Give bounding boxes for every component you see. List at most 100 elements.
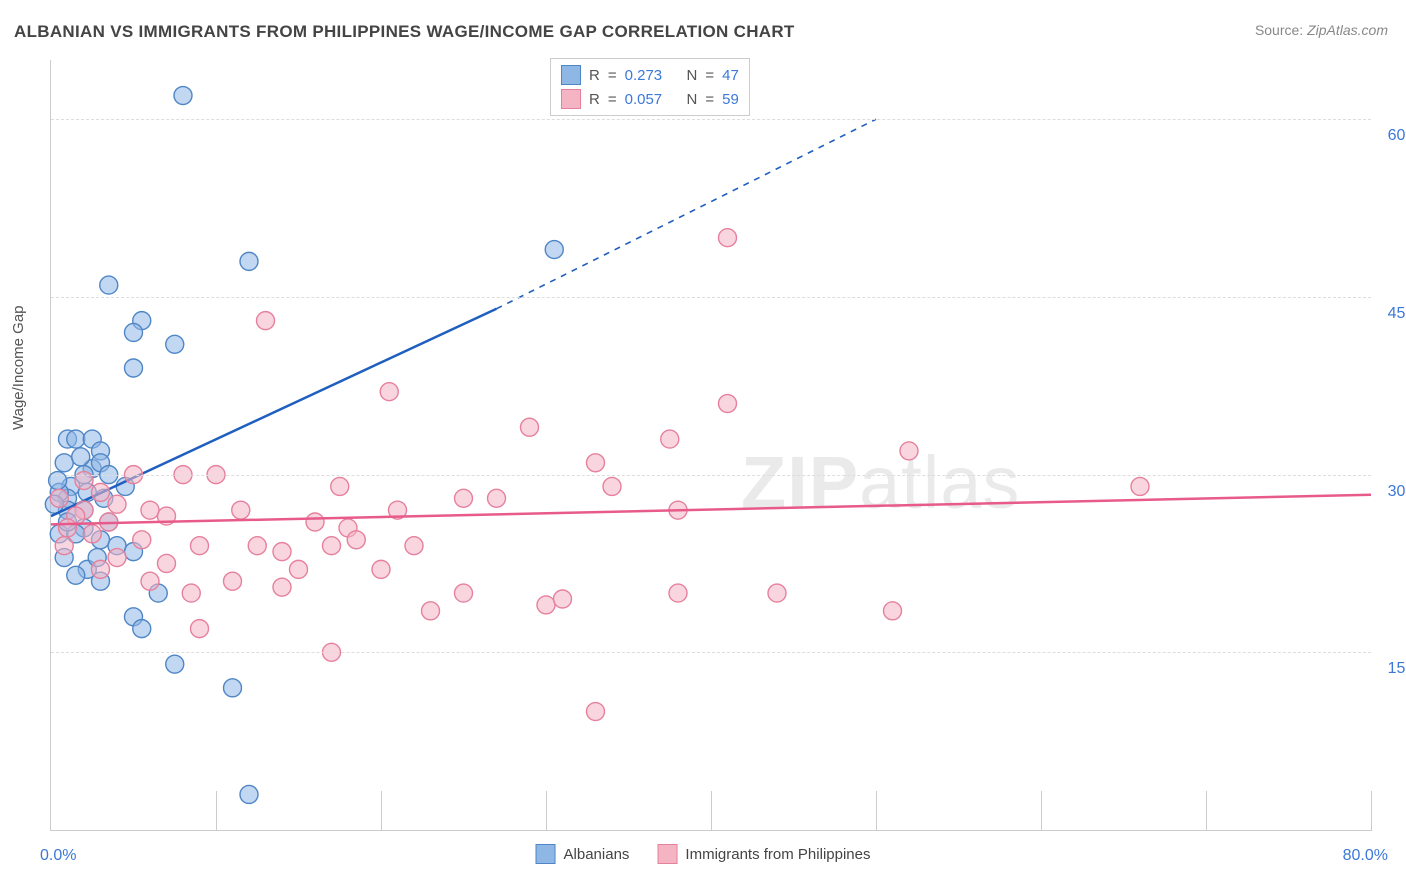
scatter-point-philippines [537, 596, 555, 614]
legend-item-albanians: Albanians [536, 844, 630, 864]
legend-item-philippines: Immigrants from Philippines [657, 844, 870, 864]
n-value: 47 [722, 67, 739, 84]
chart-svg [51, 60, 1371, 830]
legend-label: Immigrants from Philippines [685, 846, 870, 863]
scatter-point-philippines [55, 537, 73, 555]
legend-stats: R=0.273 N=47R=0.057 N=59 [550, 58, 750, 116]
scatter-point-philippines [347, 531, 365, 549]
x-tick [1206, 791, 1207, 831]
scatter-point-philippines [108, 549, 126, 567]
x-tick [1041, 791, 1042, 831]
r-value: 0.273 [625, 67, 663, 84]
scatter-point-philippines [290, 560, 308, 578]
spacer [670, 67, 678, 84]
scatter-point-philippines [422, 602, 440, 620]
scatter-point-albanians [545, 241, 563, 259]
y-axis-label: Wage/Income Gap [10, 305, 27, 430]
y-tick-label: 45.0% [1388, 305, 1406, 323]
scatter-point-philippines [455, 489, 473, 507]
x-tick [711, 791, 712, 831]
scatter-point-philippines [455, 584, 473, 602]
scatter-point-philippines [182, 584, 200, 602]
scatter-point-philippines [405, 537, 423, 555]
scatter-point-philippines [768, 584, 786, 602]
scatter-point-philippines [158, 554, 176, 572]
scatter-point-philippines [191, 537, 209, 555]
equals: = [705, 91, 714, 108]
legend-swatch [657, 844, 677, 864]
scatter-point-albanians [133, 620, 151, 638]
scatter-point-philippines [521, 418, 539, 436]
scatter-point-philippines [661, 430, 679, 448]
scatter-point-albanians [125, 359, 143, 377]
chart-title: ALBANIAN VS IMMIGRANTS FROM PHILIPPINES … [14, 22, 795, 42]
scatter-point-albanians [240, 785, 258, 803]
scatter-point-philippines [108, 495, 126, 513]
scatter-point-philippines [1131, 477, 1149, 495]
scatter-point-philippines [603, 477, 621, 495]
scatter-point-albanians [166, 335, 184, 353]
scatter-point-philippines [50, 489, 68, 507]
x-tick [216, 791, 217, 831]
source-label: Source: [1255, 22, 1303, 38]
x-tick [381, 791, 382, 831]
scatter-point-philippines [587, 703, 605, 721]
scatter-point-philippines [248, 537, 266, 555]
scatter-point-philippines [323, 537, 341, 555]
legend-swatch [561, 65, 581, 85]
equals: = [608, 67, 617, 84]
gridline [51, 297, 1371, 298]
scatter-point-philippines [92, 560, 110, 578]
x-tick [1371, 791, 1372, 831]
n-label: N [687, 67, 698, 84]
n-value: 59 [722, 91, 739, 108]
scatter-point-philippines [331, 477, 349, 495]
scatter-point-philippines [719, 395, 737, 413]
r-label: R [589, 91, 600, 108]
legend-swatch [561, 89, 581, 109]
legend-label: Albanians [564, 846, 630, 863]
scatter-point-philippines [59, 519, 77, 537]
trendline-extrapolated-albanians [497, 119, 877, 309]
r-label: R [589, 67, 600, 84]
scatter-point-albanians [100, 276, 118, 294]
scatter-point-albanians [67, 430, 85, 448]
scatter-point-philippines [224, 572, 242, 590]
r-value: 0.057 [625, 91, 663, 108]
scatter-point-philippines [257, 312, 275, 330]
scatter-point-philippines [587, 454, 605, 472]
scatter-point-philippines [273, 578, 291, 596]
scatter-point-philippines [141, 572, 159, 590]
stats-row-albanians: R = 0.273 N = 47 [561, 63, 739, 87]
gridline [51, 119, 1371, 120]
stats-row-philippines: R=0.057 N=59 [561, 87, 739, 111]
scatter-point-philippines [141, 501, 159, 519]
x-tick [546, 791, 547, 831]
n-label: N [687, 91, 698, 108]
x-axis-min-label: 0.0% [40, 847, 76, 865]
y-tick-label: 30.0% [1388, 483, 1406, 501]
scatter-point-philippines [191, 620, 209, 638]
scatter-point-philippines [83, 525, 101, 543]
x-tick [876, 791, 877, 831]
scatter-point-philippines [92, 483, 110, 501]
scatter-point-albanians [224, 679, 242, 697]
scatter-point-albanians [174, 87, 192, 105]
gridline [51, 475, 1371, 476]
scatter-point-philippines [488, 489, 506, 507]
scatter-point-philippines [306, 513, 324, 531]
y-tick-label: 60.0% [1388, 127, 1406, 145]
scatter-point-albanians [72, 448, 90, 466]
scatter-point-philippines [380, 383, 398, 401]
scatter-point-philippines [554, 590, 572, 608]
trendline-albanians [51, 309, 497, 516]
legend-bottom: Albanians Immigrants from Philippines [536, 844, 871, 864]
scatter-point-philippines [719, 229, 737, 247]
legend-swatch [536, 844, 556, 864]
equals: = [705, 67, 714, 84]
gridline [51, 652, 1371, 653]
plot-area: ZIPatlas 15.0%30.0%45.0%60.0% [50, 60, 1371, 831]
scatter-point-albanians [125, 323, 143, 341]
scatter-point-albanians [55, 454, 73, 472]
source-value: ZipAtlas.com [1307, 22, 1388, 38]
